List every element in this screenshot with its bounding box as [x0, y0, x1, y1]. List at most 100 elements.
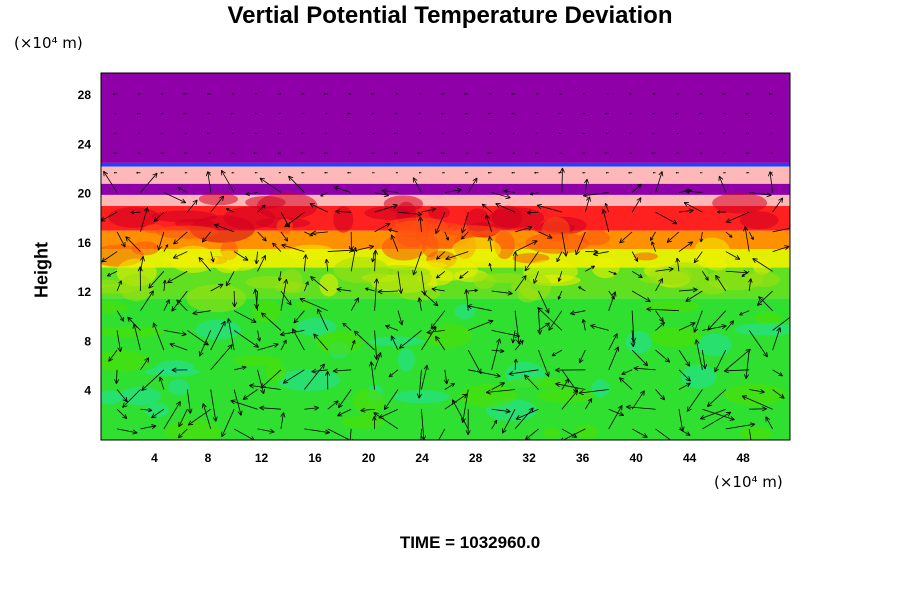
- wind-arrow: [561, 428, 578, 438]
- wind-arrow: [141, 369, 165, 391]
- wind-arrow: [348, 132, 352, 135]
- wind-arrow: [113, 132, 118, 135]
- wind-arrow: [514, 275, 527, 292]
- texture-blob: [734, 323, 790, 336]
- wind-arrow: [160, 152, 164, 154]
- wind-arrow: [683, 202, 703, 213]
- wind-arrow: [608, 408, 625, 417]
- wind-arrow: [582, 192, 609, 198]
- wind-arrow: [257, 204, 266, 213]
- wind-arrow: [137, 152, 141, 154]
- wind-arrow: [385, 324, 399, 331]
- wind-arrow: [163, 299, 170, 311]
- wind-arrow: [551, 349, 563, 357]
- wind-arrow: [700, 172, 703, 174]
- wind-arrow: [418, 172, 422, 174]
- wind-arrow: [167, 270, 188, 284]
- wind-arrow: [561, 231, 568, 257]
- wind-arrow: [584, 398, 593, 410]
- wind-arrow: [231, 132, 235, 135]
- wind-arrow: [535, 132, 539, 135]
- wind-arrow: [678, 382, 691, 390]
- wind-arrow: [487, 236, 493, 252]
- texture-blob: [170, 245, 217, 273]
- wind-arrow: [714, 349, 727, 373]
- wind-arrow: [651, 241, 656, 252]
- wind-arrow: [555, 382, 586, 390]
- wind-arrow: [397, 211, 423, 217]
- wind-arrow: [578, 349, 586, 364]
- wind-arrow: [655, 389, 666, 401]
- wind-arrow: [348, 152, 352, 154]
- wind-arrow: [678, 241, 694, 252]
- wind-arrow: [694, 339, 703, 370]
- wind-arrow: [467, 177, 478, 193]
- wind-arrow: [397, 271, 404, 294]
- wind-arrow: [353, 330, 375, 351]
- wind-arrow: [621, 369, 633, 375]
- texture-blob: [233, 355, 282, 366]
- wind-arrow: [430, 310, 446, 329]
- wind-arrow: [631, 197, 642, 213]
- wind-arrow: [526, 210, 539, 215]
- wind-arrow: [652, 172, 656, 174]
- texture-blob: [144, 224, 165, 234]
- wind-arrow: [207, 171, 211, 174]
- wind-arrow: [114, 171, 118, 174]
- wind-arrow: [608, 404, 623, 430]
- wind-arrow: [444, 187, 463, 193]
- wind-arrow: [220, 169, 235, 193]
- wind-arrow: [304, 231, 313, 237]
- wind-arrow: [752, 258, 773, 272]
- wind-arrow: [578, 286, 586, 292]
- wind-arrow: [419, 93, 422, 95]
- wind-arrow: [114, 369, 120, 384]
- wind-arrow: [417, 297, 423, 311]
- wind-arrow: [725, 251, 741, 260]
- wind-arrow: [678, 349, 691, 367]
- wind-arrow: [336, 287, 352, 293]
- wind-arrow: [684, 188, 703, 194]
- texture-blob: [633, 252, 658, 261]
- texture-blob: [145, 402, 170, 418]
- wind-arrow: [581, 318, 586, 331]
- wind-arrow: [397, 310, 404, 326]
- x-tick-label: 24: [415, 451, 429, 465]
- wind-arrow: [535, 152, 539, 154]
- texture-blob: [536, 388, 595, 403]
- wind-arrow: [678, 428, 691, 436]
- wind-arrow: [257, 255, 266, 272]
- wind-arrow: [234, 365, 247, 371]
- wind-arrow: [153, 211, 165, 222]
- wind-arrow: [394, 112, 399, 115]
- wind-arrow: [279, 329, 305, 337]
- wind-arrow: [699, 231, 704, 243]
- wind-arrow: [460, 212, 469, 234]
- wind-arrow: [619, 231, 633, 244]
- wind-arrow: [646, 306, 679, 312]
- wind-arrow: [444, 382, 456, 390]
- wind-arrow: [293, 310, 305, 324]
- wind-arrow: [435, 335, 446, 351]
- temperature-field: [101, 73, 790, 440]
- wind-arrow: [301, 171, 305, 174]
- wind-arrow: [231, 172, 235, 174]
- wind-arrow: [631, 183, 642, 193]
- wind-arrow: [116, 310, 125, 322]
- wind-arrow: [163, 401, 181, 430]
- wind-arrow: [743, 226, 750, 252]
- wind-arrow: [158, 376, 165, 390]
- x-tick-label: 4: [151, 451, 158, 465]
- wind-arrow: [772, 245, 790, 252]
- wind-arrow: [491, 382, 505, 390]
- wind-arrow: [426, 329, 445, 335]
- wind-arrow: [501, 409, 516, 434]
- texture-blob: [625, 331, 652, 354]
- wind-arrow: [257, 428, 275, 434]
- wind-arrow: [138, 132, 141, 135]
- texture-blob: [519, 273, 552, 301]
- texture-blob: [316, 330, 362, 355]
- texture-blob: [525, 232, 589, 254]
- wind-arrow: [772, 316, 790, 331]
- texture-blob: [368, 336, 425, 347]
